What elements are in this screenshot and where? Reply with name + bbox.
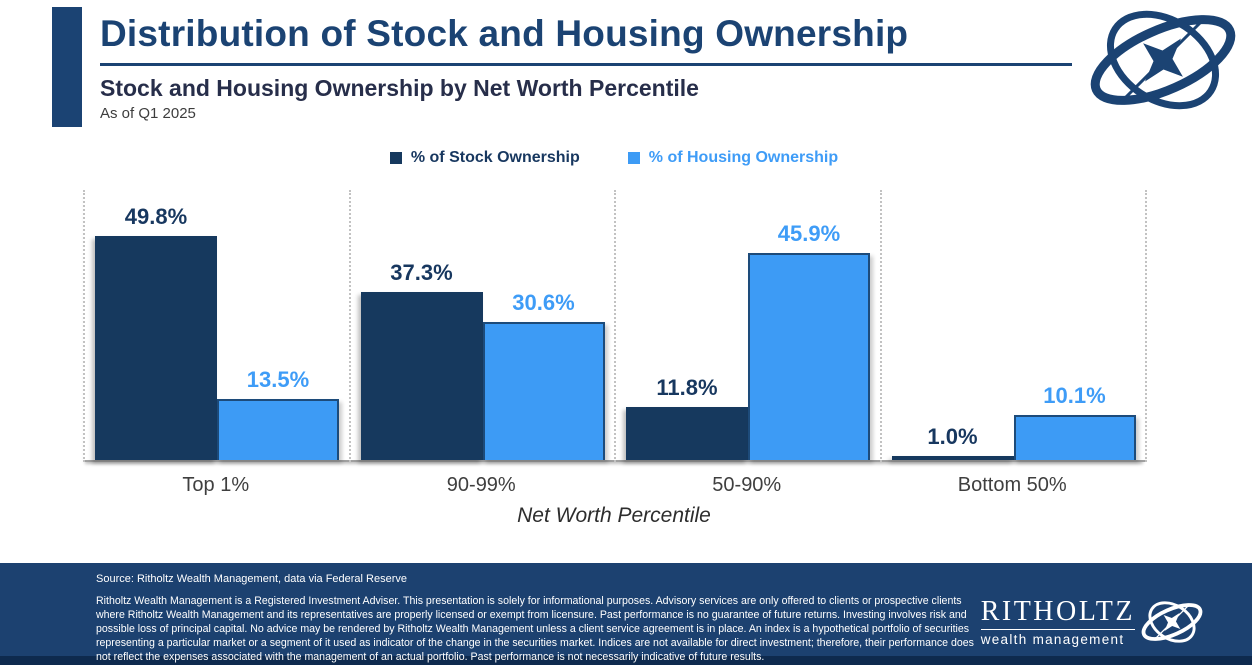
footer-brand: RITHOLTZ wealth management [980, 591, 1206, 653]
x-axis-tick-label: Top 1% [182, 474, 250, 496]
group-separator-gridline [879, 190, 882, 462]
bar-stock-2 [360, 292, 483, 460]
bar-housing-2 [482, 322, 605, 460]
title-underline [100, 63, 1072, 66]
disclaimer-text: Ritholtz Wealth Management is a Register… [96, 595, 974, 664]
legend-item-housing: % of Housing Ownership [627, 149, 839, 167]
ritholtz-compass-icon-white [1141, 601, 1203, 643]
legend-label-housing: % of Housing Ownership [648, 149, 839, 166]
bar-housing-3 [748, 253, 870, 460]
housing-swatch-icon [627, 152, 640, 164]
chart-legend: % of Stock Ownership % of Housing Owners… [83, 149, 1145, 167]
x-axis-tick-label: 90-99% [446, 474, 516, 496]
footer-text-block: Source: Ritholtz Wealth Management, data… [0, 563, 1252, 664]
source-note: Source: Ritholtz Wealth Management, data… [96, 573, 408, 585]
group-separator-gridline [83, 190, 85, 462]
group-separator-gridline [614, 190, 616, 462]
bar-label-housing-2: 30.6% [512, 290, 575, 316]
bar-label-stock-3: 11.8% [656, 374, 718, 400]
bar-housing-4 [1013, 414, 1136, 460]
bar-label-stock-1: 49.8% [124, 203, 188, 229]
group-separator-gridline [348, 190, 351, 462]
footer-band: Source: Ritholtz Wealth Management, data… [0, 563, 1252, 665]
page-subtitle: Stock and Housing Ownership by Net Worth… [100, 75, 699, 101]
bar-housing-1 [217, 399, 339, 460]
stock-swatch-icon [389, 152, 402, 164]
footer-brand-text: RITHOLTZ wealth management [980, 595, 1135, 647]
bar-label-housing-4: 10.1% [1043, 382, 1106, 408]
bar-stock-4 [891, 455, 1014, 460]
x-axis-title: Net Worth Percentile [517, 504, 711, 527]
brand-subtitle: wealth management [980, 628, 1135, 647]
bar-label-housing-3: 45.9% [777, 221, 841, 247]
as-of-date: As of Q1 2025 [100, 105, 196, 122]
group-separator-gridline [1145, 190, 1147, 462]
bar-stock-1 [95, 235, 217, 460]
brand-name: RITHOLTZ [980, 595, 1135, 627]
ritholtz-compass-icon [1090, 10, 1236, 110]
page-title: Distribution of Stock and Housing Owners… [100, 13, 909, 54]
legend-item-stock: % of Stock Ownership [389, 149, 580, 167]
x-axis-tick-label: Bottom 50% [957, 474, 1067, 496]
bar-stock-3 [626, 406, 748, 460]
bar-label-stock-2: 37.3% [390, 260, 453, 286]
title-accent-bar [52, 7, 82, 127]
bar-label-housing-1: 13.5% [246, 367, 310, 393]
plot-area: 49.8% 13.5% 37.3% 30.6% 11.8% 45.9% 1.0% 10.1% [83, 190, 1147, 462]
x-axis-tick-label: 50-90% [712, 474, 782, 496]
legend-label-stock: % of Stock Ownership [410, 149, 580, 166]
bar-label-stock-4: 1.0% [927, 423, 978, 449]
